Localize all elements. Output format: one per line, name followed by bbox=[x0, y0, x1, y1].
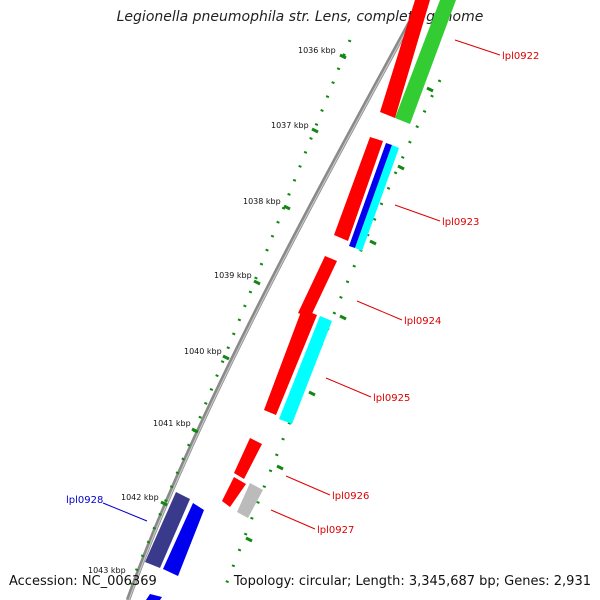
gene-lpl0925-cyan bbox=[279, 316, 332, 424]
gene-lpl0923-blue bbox=[349, 143, 392, 248]
ruler-label: 1043 kbp bbox=[88, 566, 126, 575]
gene-label-lpl0928[interactable]: lpl0928 bbox=[66, 495, 103, 506]
ruler-label: 1038 kbp bbox=[243, 197, 281, 206]
gene-lpl0926-red-a bbox=[234, 438, 262, 479]
accession-text: Accession: NC_006369 bbox=[9, 574, 157, 589]
gene-features bbox=[145, 0, 456, 600]
gene-lpl0924-red bbox=[298, 256, 337, 318]
topology-text: Topology: circular; Length: 3,345,687 bp… bbox=[233, 574, 591, 589]
ruler-label: 1039 kbp bbox=[214, 271, 252, 280]
gene-lpl0925-red bbox=[264, 309, 317, 415]
ruler-label: 1041 kbp bbox=[153, 419, 191, 428]
ruler-dots-inner bbox=[220, 79, 442, 596]
gene-leader-lines bbox=[102, 39, 501, 530]
gene-lpl0922-green bbox=[395, 0, 456, 124]
ruler-label: 1037 kbp bbox=[271, 121, 309, 130]
map-title: Legionella pneumophila str. Lens, comple… bbox=[116, 9, 484, 25]
genome-backbone bbox=[125, 0, 424, 600]
gene-label-lpl0924[interactable]: lpl0924 bbox=[404, 316, 441, 327]
gene-lpl0923-cyan bbox=[355, 145, 399, 251]
gene-lpl0922-red bbox=[380, 0, 430, 118]
gene-label-lpl0925[interactable]: lpl0925 bbox=[373, 393, 410, 404]
gene-label-lpl0927[interactable]: lpl0927 bbox=[317, 525, 354, 536]
gene-partial-blue bbox=[146, 594, 162, 600]
gene-lpl0927-gray bbox=[237, 483, 263, 518]
ruler-label: 1036 kbp bbox=[298, 46, 336, 55]
ruler-label: 1042 kbp bbox=[121, 493, 159, 502]
gene-label-lpl0926[interactable]: lpl0926 bbox=[332, 491, 369, 502]
ruler-ticks bbox=[160, 53, 347, 507]
gene-lpl0928-navy bbox=[145, 492, 190, 568]
gene-lpl0926-red-b bbox=[222, 477, 246, 507]
gene-lpl0928-blue bbox=[163, 503, 204, 576]
ruler-label: 1040 kbp bbox=[184, 347, 222, 356]
inner-ticks bbox=[245, 86, 434, 543]
gene-label-lpl0923[interactable]: lpl0923 bbox=[442, 217, 479, 228]
gene-lpl0923-red bbox=[334, 137, 383, 241]
gene-label-lpl0922[interactable]: lpl0922 bbox=[502, 51, 539, 62]
